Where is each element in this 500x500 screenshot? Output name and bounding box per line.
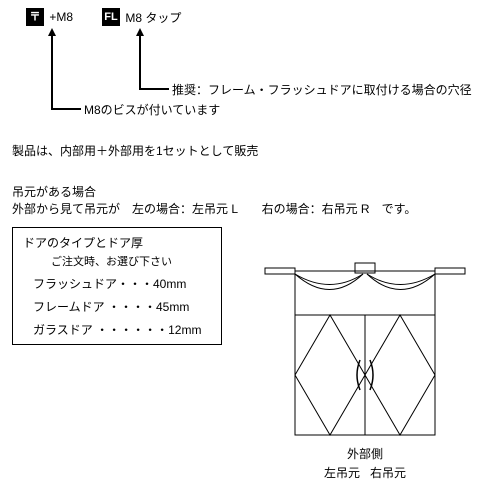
box-line: フレームドア ・・・・45mm [33, 298, 211, 315]
bolt-legend: 〒 +M8 [26, 8, 73, 26]
bolt-icon: 〒 [26, 8, 44, 26]
caption-left: 左吊元 [324, 466, 360, 480]
set-note: 製品は、内部用＋外部用を1セットとして販売 [12, 142, 488, 159]
fl-note: 推奨：フレーム・フラッシュドアに取付ける場合の穴径 [172, 81, 472, 98]
arrow-up-icon [48, 28, 56, 36]
door-svg [260, 260, 470, 440]
leader-line [139, 88, 169, 90]
diagram-caption-top: 外部側 [260, 445, 470, 462]
caption-right: 右吊元 [370, 466, 406, 480]
hinge-title: 吊元がある場合 [12, 183, 488, 200]
legend-region: 〒 +M8 FL M8 タップ 推奨：フレーム・フラッシュドアに取付ける場合の穴… [12, 8, 488, 138]
leader-line [51, 108, 81, 110]
fl-legend: FL M8 タップ [102, 8, 181, 26]
arrow-up-icon [136, 28, 144, 36]
box-line: ガラスドア ・・・・・・12mm [33, 321, 211, 338]
bolt-note: M8のビスが付いています [84, 101, 220, 118]
hinge-line: 外部から見て吊元が 左の場合：左吊元 L 右の場合：右吊元 R です。 [12, 200, 488, 217]
leader-line [139, 36, 141, 88]
door-diagram: 外部側 左吊元 右吊元 [260, 260, 470, 481]
bolt-text: +M8 [49, 10, 73, 24]
fl-icon: FL [102, 8, 120, 26]
diagram-caption-bottom: 左吊元 右吊元 [260, 464, 470, 481]
box-line: フラッシュドア・・・40mm [33, 275, 211, 292]
box-subtitle: ご注文時、お選び下さい [51, 253, 211, 269]
box-title: ドアのタイプとドア厚 [23, 234, 211, 251]
fl-text: M8 タップ [125, 11, 181, 25]
leader-line [51, 36, 53, 110]
door-type-box: ドアのタイプとドア厚 ご注文時、お選び下さい フラッシュドア・・・40mm フレ… [12, 227, 222, 345]
